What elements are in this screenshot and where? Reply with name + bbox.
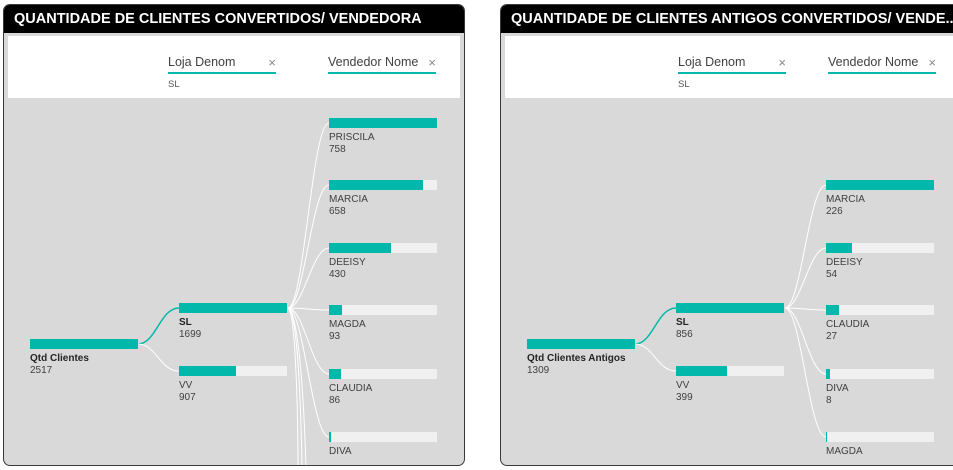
- node-label: MAGDA: [826, 446, 863, 457]
- node-label: DIVA: [329, 446, 352, 457]
- seller-node[interactable]: MARCIA 658: [329, 180, 437, 218]
- tree-canvas: Qtd Clientes 2517 SL 1699 VV 907 PRISCIL…: [4, 103, 464, 465]
- level-seller[interactable]: Vendedor Nome ×: [828, 55, 936, 74]
- node-value: 2517: [30, 365, 53, 376]
- seller-node[interactable]: DEEISY 54: [826, 243, 934, 281]
- node-bar: [329, 180, 437, 190]
- level-label: Vendedor Nome: [828, 55, 919, 69]
- close-icon[interactable]: ×: [778, 55, 786, 70]
- node-value: 758: [329, 144, 346, 155]
- node-label: SL: [676, 317, 689, 328]
- node-label: SL: [179, 317, 192, 328]
- store-node[interactable]: SL 1699: [179, 303, 287, 341]
- node-label: DEEISY: [329, 257, 366, 268]
- node-bar: [527, 339, 635, 349]
- level-underline: [168, 72, 276, 74]
- node-bar: [329, 432, 437, 442]
- node-bar: [179, 366, 287, 376]
- close-icon[interactable]: ×: [428, 55, 436, 70]
- store-node[interactable]: SL 856: [676, 303, 784, 341]
- node-label: PRISCILA: [329, 132, 375, 143]
- node-label: VV: [676, 380, 690, 391]
- visual-title: QUANTIDADE DE CLIENTES ANTIGOS CONVERTID…: [501, 5, 953, 33]
- node-bar: [826, 305, 934, 315]
- decomposition-tree-visual[interactable]: QUANTIDADE DE CLIENTES ANTIGOS CONVERTID…: [500, 4, 953, 466]
- level-store[interactable]: Loja Denom × SL: [678, 55, 786, 90]
- tree-connectors: [634, 184, 827, 438]
- node-label: DEEISY: [826, 257, 863, 268]
- close-icon[interactable]: ×: [928, 55, 936, 70]
- node-value: 86: [329, 395, 341, 406]
- node-value: 907: [179, 392, 196, 403]
- close-icon[interactable]: ×: [268, 55, 276, 70]
- node-label: DIVA: [826, 383, 849, 394]
- node-bar: [329, 305, 437, 315]
- node-value: 856: [676, 329, 693, 340]
- level-underline: [328, 72, 436, 74]
- level-store[interactable]: Loja Denom × SL: [168, 55, 276, 90]
- seller-node[interactable]: CLAUDIA 86: [329, 369, 437, 407]
- seller-node[interactable]: MAGDA 93: [329, 305, 437, 343]
- node-bar: [826, 243, 934, 253]
- node-label: Qtd Clientes: [30, 353, 89, 364]
- node-label: Qtd Clientes Antigos: [527, 353, 626, 364]
- decomposition-tree-visual[interactable]: QUANTIDADE DE CLIENTES CONVERTIDOS/ VEND…: [3, 4, 465, 466]
- node-bar: [676, 366, 784, 376]
- root-node[interactable]: Qtd Clientes 2517: [30, 339, 138, 377]
- node-bar: [826, 369, 934, 379]
- seller-node[interactable]: MARCIA 226: [826, 180, 934, 218]
- level-label: Vendedor Nome: [328, 55, 419, 69]
- level-underline: [828, 72, 936, 74]
- level-filter-value: SL: [678, 79, 690, 90]
- node-bar: [826, 432, 934, 442]
- level-seller[interactable]: Vendedor Nome ×: [328, 55, 436, 74]
- tree-level-header: Loja Denom × SL Vendedor Nome ×: [505, 36, 953, 98]
- node-label: VV: [179, 380, 193, 391]
- tree-connectors: [137, 122, 330, 465]
- seller-node[interactable]: DIVA: [329, 432, 437, 458]
- node-value: 54: [826, 269, 838, 280]
- seller-node[interactable]: PRISCILA 758: [329, 118, 437, 156]
- node-bar: [179, 303, 287, 313]
- node-bar: [329, 118, 437, 128]
- node-value: 399: [676, 392, 693, 403]
- node-label: CLAUDIA: [329, 383, 373, 394]
- node-bar: [826, 180, 934, 190]
- visual-title: QUANTIDADE DE CLIENTES CONVERTIDOS/ VEND…: [4, 5, 464, 33]
- store-node[interactable]: VV 399: [676, 366, 784, 404]
- level-filter-value: SL: [168, 79, 180, 90]
- node-label: CLAUDIA: [826, 319, 870, 330]
- node-value: 1699: [179, 329, 202, 340]
- node-value: 27: [826, 331, 838, 342]
- node-value: 658: [329, 206, 346, 217]
- node-value: 226: [826, 206, 843, 217]
- level-label: Loja Denom: [678, 55, 746, 69]
- seller-node[interactable]: MAGDA: [826, 432, 934, 458]
- seller-node[interactable]: DIVA 8: [826, 369, 934, 407]
- node-bar: [676, 303, 784, 313]
- seller-node[interactable]: DEEISY 430: [329, 243, 437, 281]
- level-label: Loja Denom: [168, 55, 236, 69]
- node-bar: [30, 339, 138, 349]
- node-bar: [329, 243, 437, 253]
- node-bar: [329, 369, 437, 379]
- node-label: MARCIA: [826, 194, 865, 205]
- root-node[interactable]: Qtd Clientes Antigos 1309: [527, 339, 635, 377]
- level-underline: [678, 72, 786, 74]
- tree-canvas: Qtd Clientes Antigos 1309 SL 856 VV 399 …: [501, 103, 953, 465]
- store-node[interactable]: VV 907: [179, 366, 287, 404]
- seller-node[interactable]: CLAUDIA 27: [826, 305, 934, 343]
- node-label: MARCIA: [329, 194, 368, 205]
- tree-level-header: Loja Denom × SL Vendedor Nome ×: [8, 36, 460, 98]
- node-value: 430: [329, 269, 346, 280]
- node-value: 8: [826, 395, 832, 406]
- node-label: MAGDA: [329, 319, 366, 330]
- node-value: 93: [329, 331, 341, 342]
- node-value: 1309: [527, 365, 550, 376]
